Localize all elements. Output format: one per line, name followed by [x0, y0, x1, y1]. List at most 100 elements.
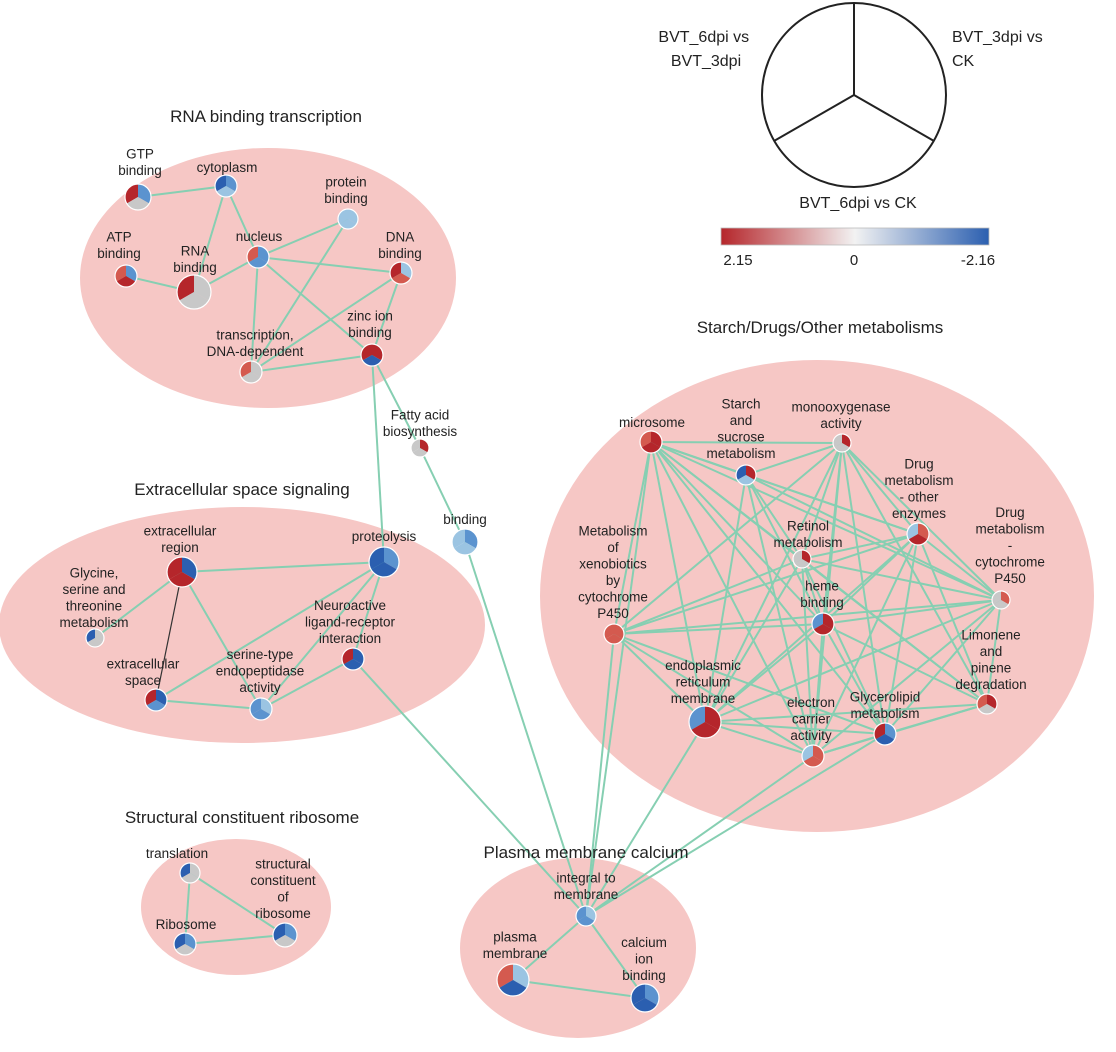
node-border: [575, 905, 597, 927]
edge-integral-er_membrane: [585, 721, 706, 917]
edge-serine_type-neuroactive: [260, 658, 354, 710]
node-label-gtp: GTP binding: [118, 147, 162, 179]
node-sector-3: [605, 634, 623, 644]
node-border: [246, 245, 270, 269]
edge-microsome-er_membrane: [650, 441, 706, 723]
node-label-calcium: calcium ion binding: [621, 935, 667, 983]
network-nodes: [85, 174, 1011, 1013]
edge-retinol-electron: [801, 558, 814, 757]
node-extracellular-region: [166, 556, 198, 588]
scale-max-label: 2.15: [723, 252, 752, 269]
legend-comparison-c: BVT_6dpi vs CK: [799, 195, 917, 212]
node-label-binding: binding: [443, 512, 487, 527]
edge-monooxygenase-drug_p450: [841, 442, 1002, 601]
node-sector-3: [241, 372, 261, 384]
node-sector-3: [248, 257, 268, 269]
node-neuroactive: [341, 647, 365, 671]
legend-comparison-a: BVT_6dpi vs BVT_3dpi: [658, 29, 753, 70]
cluster-extracellular-background: [0, 507, 485, 743]
node-label-proteolysis: proteolysis: [352, 529, 417, 544]
edge-integral-electron: [585, 755, 814, 917]
edge-starch_sucrose-monooxygenase: [745, 442, 843, 476]
edge-cytoplasm-rna_binding: [193, 185, 227, 293]
cluster-rna-background: [80, 148, 456, 408]
node-label-ribosome: Ribosome: [156, 917, 217, 932]
node-monooxygenase: [832, 433, 852, 453]
edge-dna_binding-zinc: [371, 272, 402, 356]
edge-integral-microsome: [585, 441, 652, 917]
node-translation: [179, 862, 201, 884]
node-drug-other: [906, 522, 930, 546]
node-label-extracellular-space: extracellular space: [107, 657, 180, 689]
node-border: [173, 932, 197, 956]
node-border: [249, 697, 273, 721]
node-sector-3: [499, 980, 527, 997]
node-sector-3: [737, 475, 755, 485]
node-border: [906, 522, 930, 546]
node-border: [179, 862, 201, 884]
node-border: [144, 688, 168, 712]
node-sector-3: [908, 534, 928, 546]
edge-translation-structural: [189, 872, 286, 936]
node-sector-3: [794, 559, 810, 568]
edge-starch_sucrose-drug_p450: [745, 474, 1002, 601]
edge-retinol-glycerolipid: [801, 558, 886, 735]
legend-comparison-b: BVT_3dpi vs CK: [952, 29, 1047, 70]
node-label-structural: structural constituent of ribosome: [250, 857, 316, 922]
edge-microsome-drug_p450: [650, 441, 1002, 601]
node-sector-3: [126, 197, 150, 211]
edge-zinc-fatty: [371, 354, 421, 449]
node-label-microsome: microsome: [619, 415, 685, 430]
node-label-xenobiotics: Metabolism of xenobiotics by cytochrome P450: [578, 524, 648, 622]
node-limonene: [976, 693, 998, 715]
node-label-glycine: Glycine, serine and threonine metabolism: [59, 566, 128, 631]
edge-ribosome-structural: [184, 934, 286, 945]
node-sector-3: [343, 659, 363, 671]
node-integral: [575, 905, 597, 927]
node-label-glycerolipid: Glycerolipid metabolism: [850, 690, 921, 722]
node-sector-3: [216, 186, 236, 198]
edge-xenobiotics-electron: [613, 633, 814, 757]
node-sector-3: [169, 572, 195, 587]
node-sector-3: [179, 292, 209, 309]
edge-extracellular_region-glycine: [94, 571, 183, 639]
edge-drug_other-drug_p450: [917, 533, 1002, 601]
node-label-starch-sucrose: Starch and sucrose metabolism: [706, 397, 775, 462]
edge-extracellular_space-serine_type: [155, 699, 262, 710]
node-border: [801, 744, 825, 768]
node-fatty: [410, 438, 430, 458]
node-label-serine-type: serine-type endopeptidase activity: [216, 647, 305, 695]
node-sector-3: [181, 873, 199, 883]
node-extracellular-space: [144, 688, 168, 712]
edge-extracellular_region-proteolysis: [181, 561, 385, 573]
edge-microsome-xenobiotics: [613, 441, 652, 635]
node-border: [114, 264, 138, 288]
edge-binding-integral: [464, 541, 587, 917]
edge-xenobiotics-er_membrane: [613, 633, 706, 723]
node-border: [873, 722, 897, 746]
node-xenobiotics: [603, 623, 625, 645]
edge-retinol-er_membrane: [704, 558, 803, 723]
color-scale-bar: [720, 227, 990, 246]
node-sector-3: [371, 562, 397, 577]
node-border: [239, 360, 263, 384]
edge-microsome-electron: [650, 441, 814, 757]
network-edges: [94, 185, 1002, 999]
edge-retinol-limonene: [801, 558, 988, 705]
edge-xenobiotics-retinol: [613, 558, 803, 635]
node-label-nucleus: nucleus: [236, 229, 283, 244]
node-structural: [272, 922, 298, 948]
edge-drug_p450-retinol: [801, 558, 1002, 601]
node-sector-3: [813, 624, 833, 636]
cluster-title-starch: Starch/Drugs/Other metabolisms: [697, 318, 944, 337]
node-sector-3: [251, 709, 271, 721]
node-starch-sucrose: [735, 464, 757, 486]
node-retinol: [792, 549, 812, 569]
node-label-translation: translation: [146, 846, 208, 861]
scale-min-label: -2.16: [961, 252, 995, 269]
node-sector-3: [146, 700, 166, 712]
edge-starch_sucrose-heme: [745, 474, 824, 625]
edge-fatty-binding: [419, 447, 466, 543]
edge-monooxygenase-drug_other: [841, 442, 919, 535]
